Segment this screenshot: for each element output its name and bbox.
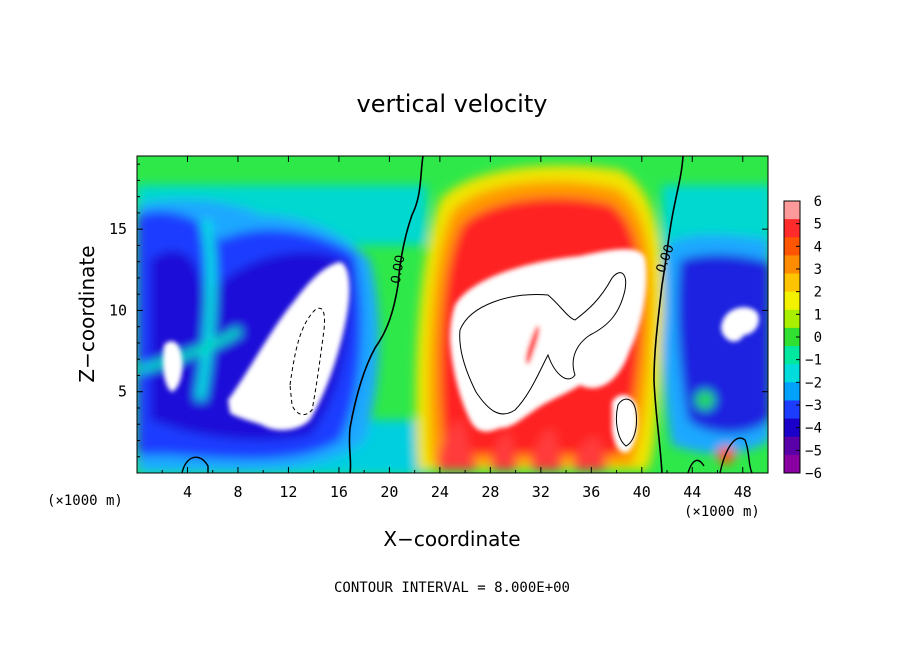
updraft-secondary-white	[612, 394, 638, 453]
contour-downdraft-dashed	[289, 307, 325, 416]
x-tick-label: 44	[683, 483, 701, 501]
contour-label: 0.00	[389, 254, 409, 285]
x-tick-label: 32	[532, 483, 550, 501]
colorbar-segment	[784, 364, 800, 383]
contour-bottom-lumps	[181, 437, 753, 473]
colorbar-segment	[784, 237, 800, 256]
left-downdraft-white	[228, 262, 350, 431]
right-edge-white	[721, 307, 759, 342]
velocity-field: 0.00 0.00	[137, 156, 768, 473]
green-spot	[695, 390, 715, 410]
x-tick-label: 4	[183, 483, 192, 501]
lower-plumes	[437, 420, 610, 470]
y-tick-label: 5	[118, 383, 127, 401]
colorbar-tick-label: 6	[814, 194, 822, 210]
cyan-streak	[195, 218, 217, 401]
colorbar-segment	[784, 219, 800, 238]
colorbar-segment	[784, 309, 800, 329]
x-unit-left: (×1000 m)	[47, 493, 123, 509]
colorbar-segment	[784, 400, 800, 420]
colorbar-segment	[784, 436, 800, 456]
colorbar-tick-label: 5	[814, 217, 822, 233]
y-tick-label: 10	[109, 301, 127, 319]
colorbar-tick-label: 3	[814, 262, 822, 278]
x-unit-right: (×1000 m)	[684, 504, 760, 520]
colorbar-tick-label: −2	[805, 375, 822, 391]
colorbar-tick-label: 1	[814, 307, 822, 323]
red-streak	[525, 325, 540, 365]
y-axis: 5 10 15	[109, 163, 768, 458]
x-axis: 4 8 12 16 20 24 28 32 36 40 44 48	[161, 156, 752, 501]
colorbar-tick-label: −1	[805, 353, 822, 369]
x-tick-label: 16	[330, 483, 348, 501]
x-tick-label: 24	[431, 483, 449, 501]
x-tick-label: 40	[633, 483, 651, 501]
colorbar-segment	[784, 454, 800, 474]
colorbar-segment	[784, 291, 800, 311]
y-tick-label: 15	[109, 220, 127, 238]
contour-updraft-core	[459, 272, 627, 415]
upper-cyan-right	[662, 185, 768, 245]
colorbar-tick-label: 4	[814, 239, 822, 255]
colorbar-segment	[784, 255, 800, 275]
colorbar-tick-label: 2	[814, 285, 822, 301]
zero-contour-left	[348, 156, 424, 473]
plot-frame	[136, 155, 769, 474]
contour-interval-note: CONTOUR INTERVAL = 8.000E+00	[334, 580, 570, 596]
x-tick-label: 48	[734, 483, 752, 501]
x-tick-label: 28	[481, 483, 499, 501]
x-axis-label: X−coordinate	[383, 527, 520, 551]
left-edge-white	[162, 341, 183, 392]
right-downdraft-core	[677, 254, 768, 434]
cyan-streak	[138, 326, 243, 374]
colorbar-segment	[784, 201, 800, 220]
zero-contour-right	[653, 156, 684, 473]
colorbar-segment	[784, 273, 800, 293]
chart-title: vertical velocity	[357, 90, 548, 118]
colorbar-tick-label: −5	[805, 443, 822, 459]
colorbar-tick-label: 0	[814, 330, 822, 346]
contour-updraft-small	[615, 398, 637, 447]
colorbar-segment	[784, 346, 800, 365]
x-tick-label: 12	[279, 483, 297, 501]
x-tick-label: 20	[380, 483, 398, 501]
colorbar-segment	[784, 418, 800, 438]
contour-lines	[181, 156, 753, 473]
colorbar: 6 5 4 3 2 1 0 −1 −2 −3 −4 −5 −6	[783, 194, 822, 482]
x-tick-label: 36	[582, 483, 600, 501]
colorbar-tick-label: −3	[805, 398, 822, 414]
saturated-regions	[162, 249, 759, 453]
y-axis-label: Z−coordinate	[75, 245, 99, 382]
colorbar-tick-label: −4	[805, 421, 822, 437]
x-tick-label: 8	[233, 483, 242, 501]
updraft-core-white	[450, 249, 647, 432]
colorbar-segment	[784, 327, 800, 347]
colorbar-segment	[784, 382, 800, 401]
colorbar-tick-label: −6	[805, 466, 822, 482]
